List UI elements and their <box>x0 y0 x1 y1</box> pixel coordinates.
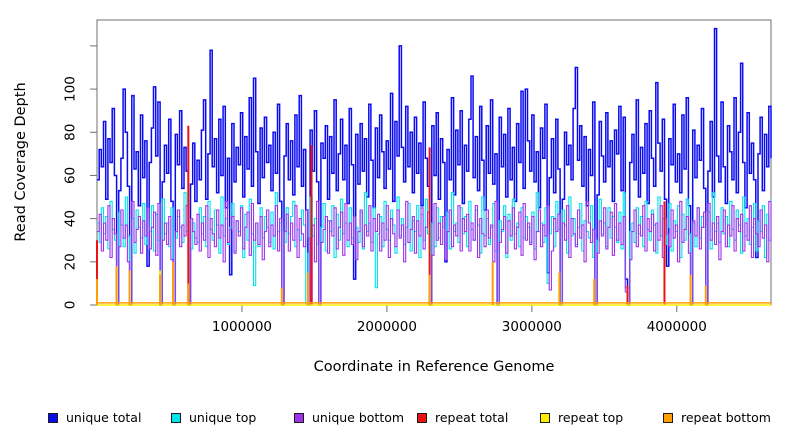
svg-text:0: 0 <box>63 301 79 310</box>
svg-text:2000000: 2000000 <box>357 319 417 335</box>
svg-text:1000000: 1000000 <box>212 319 272 335</box>
legend-item-repeat-total: repeat total <box>417 410 540 425</box>
y-axis-title: Read Coverage Depth <box>13 82 29 242</box>
legend-item-repeat-top: repeat top <box>540 410 663 425</box>
svg-text:60: 60 <box>63 167 79 184</box>
legend-label: unique bottom <box>312 410 405 425</box>
legend-swatch-repeat-top <box>540 412 550 423</box>
x-axis-title: Coordinate in Reference Genome <box>313 359 555 375</box>
legend-label: repeat total <box>435 410 509 425</box>
svg-text:80: 80 <box>63 124 79 141</box>
legend-label: repeat top <box>558 410 624 425</box>
svg-text:20: 20 <box>63 253 79 270</box>
legend-swatch-repeat-bottom <box>663 412 673 423</box>
chart-legend: unique total unique top unique bottom re… <box>48 410 786 425</box>
svg-text:40: 40 <box>63 210 79 227</box>
legend-item-unique-total: unique total <box>48 410 171 425</box>
legend-item-unique-top: unique top <box>171 410 294 425</box>
legend-item-unique-bottom: unique bottom <box>294 410 417 425</box>
legend-item-repeat-bottom: repeat bottom <box>663 410 786 425</box>
legend-swatch-repeat-total <box>417 412 427 423</box>
legend-swatch-unique-bottom <box>294 412 304 423</box>
legend-swatch-unique-top <box>171 412 181 423</box>
svg-text:3000000: 3000000 <box>502 319 562 335</box>
legend-label: repeat bottom <box>681 410 771 425</box>
legend-label: unique top <box>189 410 257 425</box>
svg-text:100: 100 <box>63 76 79 102</box>
legend-swatch-unique-total <box>48 412 58 423</box>
svg-text:4000000: 4000000 <box>647 319 707 335</box>
legend-label: unique total <box>66 410 142 425</box>
